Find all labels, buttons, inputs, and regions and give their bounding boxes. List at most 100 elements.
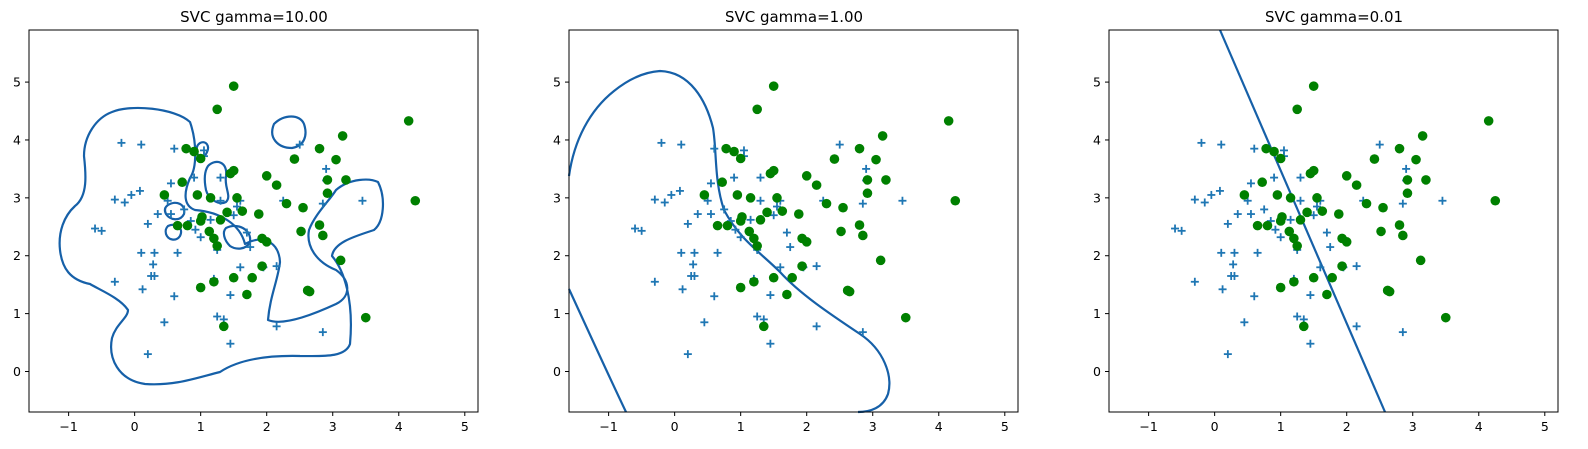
plus-point — [1312, 202, 1321, 211]
circle-point — [1384, 286, 1395, 297]
plus-point — [322, 164, 331, 173]
circle-point — [403, 116, 414, 126]
y-tick-label: 3 — [1093, 190, 1101, 205]
circle-point — [749, 276, 759, 287]
plus-point — [660, 198, 669, 207]
plus-point — [1229, 260, 1238, 269]
plus-point — [772, 202, 781, 211]
plus-point — [1217, 140, 1226, 149]
circle-point — [797, 261, 807, 271]
circle-point — [768, 272, 779, 283]
circle-point — [341, 175, 351, 185]
plus-point — [91, 224, 100, 233]
circle-point — [811, 180, 822, 190]
circle-point — [314, 220, 325, 230]
plus-point — [1316, 263, 1325, 272]
plus-point — [1197, 138, 1206, 147]
circle-point — [744, 226, 755, 237]
x-tick-label: 4 — [395, 419, 403, 434]
plus-point — [236, 263, 245, 272]
circle-point — [858, 230, 868, 241]
circle-point — [782, 289, 792, 300]
plus-point — [862, 164, 871, 173]
circle-point — [1351, 180, 1362, 190]
circle-point — [189, 146, 199, 157]
circle-point — [1327, 272, 1337, 283]
circle-point — [755, 215, 766, 225]
plus-point — [143, 350, 152, 359]
x-tick-label: 1 — [1277, 419, 1285, 434]
circle-point — [1298, 321, 1309, 332]
circle-point — [1440, 312, 1451, 323]
circle-point — [182, 220, 193, 231]
plus-point — [683, 219, 692, 228]
y-tick-label: 0 — [1093, 364, 1101, 379]
circle-point — [242, 289, 252, 300]
plus-point — [706, 179, 715, 188]
plus-point — [678, 285, 687, 294]
plus-point — [675, 186, 684, 195]
circle-point — [1415, 255, 1426, 266]
plus-point — [127, 190, 136, 199]
circle-point — [1289, 276, 1299, 287]
circle-point — [322, 188, 333, 199]
x-tick-label: 2 — [1343, 419, 1351, 434]
plus-point — [196, 233, 205, 242]
circle-point — [271, 180, 282, 190]
circle-point — [1272, 190, 1283, 200]
plus-point — [720, 205, 729, 214]
circle-point — [181, 143, 191, 154]
plus-point — [812, 262, 821, 271]
plus-point — [229, 211, 238, 220]
y-tick-label: 4 — [1093, 132, 1101, 147]
x-tick-label: 5 — [1001, 419, 1009, 434]
circle-point — [1289, 233, 1299, 244]
circle-point — [1402, 188, 1413, 199]
circle-point — [228, 81, 239, 91]
circle-point — [1292, 104, 1302, 115]
circle-point — [1376, 226, 1386, 237]
decision-boundary-gamma-10 — [271, 115, 307, 150]
plus-point — [1296, 196, 1305, 205]
plus-point — [1286, 215, 1295, 224]
plus-point — [1240, 318, 1249, 327]
plus-point — [736, 233, 745, 242]
y-tick-label: 2 — [553, 248, 561, 263]
circle-point — [1308, 81, 1319, 91]
plus-point — [190, 173, 199, 182]
plus-point — [97, 226, 106, 235]
plus-point — [1402, 164, 1411, 173]
x-tick-label: 2 — [803, 419, 811, 434]
plus-point — [706, 210, 715, 219]
plus-point — [786, 243, 795, 252]
x-tick-label: 0 — [671, 419, 679, 434]
circle-point — [1421, 175, 1431, 185]
x-tick-label: −1 — [599, 419, 617, 434]
circle-point — [875, 255, 886, 266]
circle-point — [209, 276, 219, 287]
circle-point — [1257, 177, 1267, 188]
circle-point — [195, 282, 206, 293]
plus-point — [1253, 248, 1262, 257]
circle-point — [335, 255, 346, 266]
plus-point — [1352, 262, 1361, 271]
plus-point — [756, 196, 765, 205]
circle-point — [854, 220, 865, 230]
plus-point — [769, 211, 778, 220]
plus-point — [150, 248, 159, 257]
circle-point — [360, 312, 371, 323]
circle-point — [228, 165, 239, 176]
plus-point — [1246, 179, 1255, 188]
axes-content: −1 0 1 2 3 4 5 0 1 2 3 4 5 — [553, 75, 1009, 434]
plus-point — [746, 215, 755, 224]
circle-point — [1490, 195, 1501, 206]
plus-point — [170, 144, 179, 153]
circle-point — [1302, 207, 1312, 218]
plus-point — [1207, 190, 1216, 199]
circle-point — [209, 233, 219, 244]
circle-point — [1269, 146, 1279, 157]
plus-point — [143, 219, 152, 228]
plus-point — [226, 291, 235, 300]
circle-point — [862, 188, 873, 199]
